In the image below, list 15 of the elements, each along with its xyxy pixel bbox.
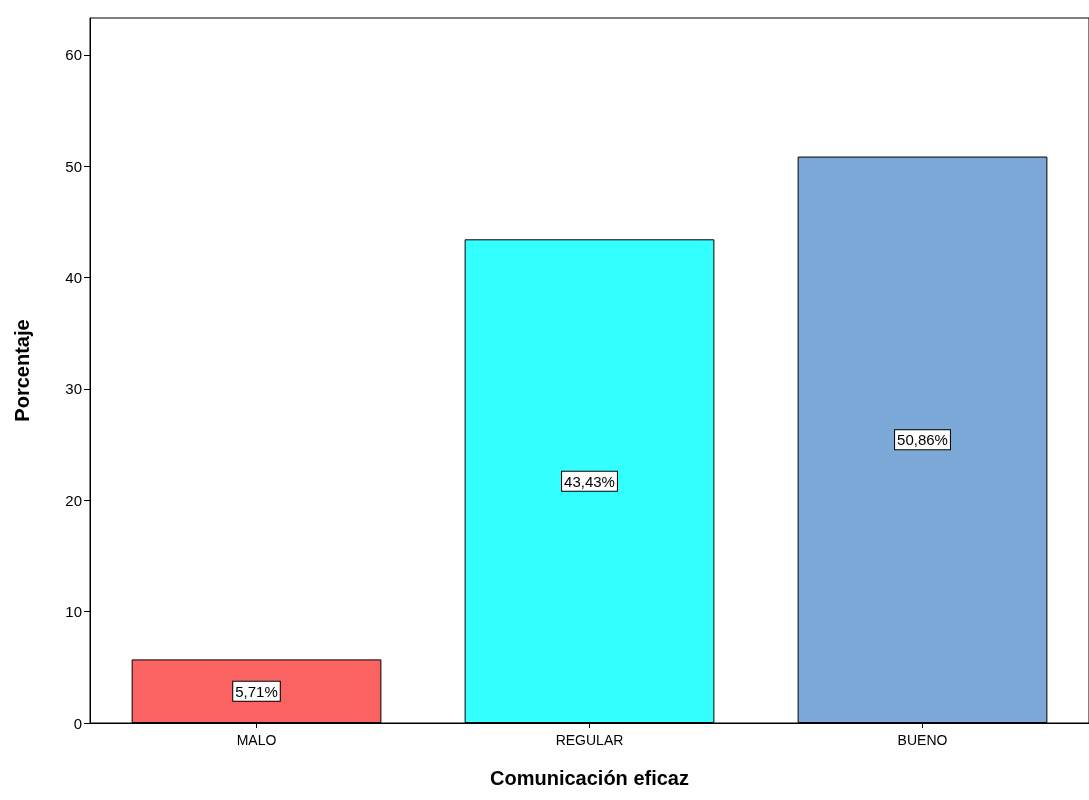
data-label: 50,86% [897,431,948,449]
y-tick-label: 60 [65,46,82,64]
y-axis-title: Porcentaje [11,319,33,422]
x-tick-label: BUENO [897,732,948,748]
x-tick-label: REGULAR [555,732,624,748]
y-tick-label: 30 [65,380,82,398]
x-tick-label: MALO [236,732,277,748]
y-tick-label: 40 [65,269,82,286]
data-label: 43,43% [564,472,615,490]
y-tick-label: 20 [65,491,82,509]
x-axis-title: Comunicación eficaz [490,767,689,789]
y-tick-label: 0 [73,714,82,732]
data-label: 5,71% [235,682,278,700]
y-tick-label: 10 [65,603,82,621]
y-tick-label: 50 [65,157,82,175]
